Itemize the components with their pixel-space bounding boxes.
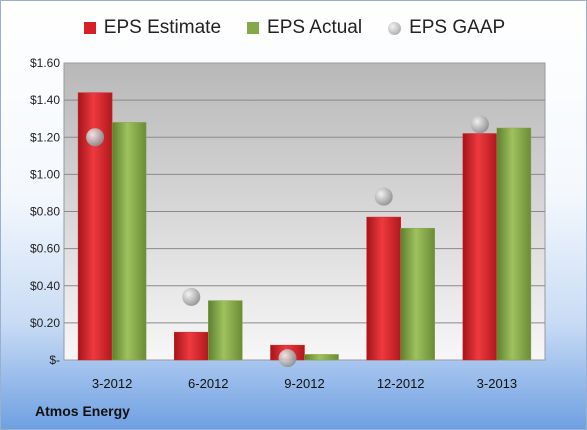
point-eps-gaap bbox=[86, 128, 105, 147]
bar-eps-actual bbox=[208, 300, 243, 361]
legend: EPS Estimate EPS Actual EPS GAAP bbox=[1, 17, 587, 39]
x-tick-label: 9-2012 bbox=[284, 376, 324, 391]
legend-label-actual: EPS Actual bbox=[267, 17, 363, 38]
legend-label-gaap: EPS GAAP bbox=[409, 17, 506, 38]
legend-item-estimate: EPS Estimate bbox=[83, 17, 222, 39]
y-tick-label: $0.20 bbox=[30, 316, 60, 330]
bar-eps-actual bbox=[304, 354, 339, 361]
y-tick-label: $0.60 bbox=[30, 242, 60, 256]
legend-item-gaap: EPS GAAP bbox=[388, 17, 505, 39]
bar-eps-estimate bbox=[174, 331, 209, 361]
bar-eps-actual bbox=[496, 127, 532, 361]
legend-label-estimate: EPS Estimate bbox=[103, 17, 222, 38]
x-tick-label: 6-2012 bbox=[188, 376, 228, 391]
legend-item-actual: EPS Actual bbox=[247, 17, 362, 39]
point-eps-gaap bbox=[374, 187, 393, 206]
company-name: Atmos Energy bbox=[35, 403, 130, 419]
y-tick-label: $1.60 bbox=[30, 56, 60, 70]
y-tick-label: $1.40 bbox=[30, 93, 60, 107]
bar-eps-actual bbox=[400, 227, 435, 361]
bar-eps-actual bbox=[111, 122, 147, 361]
chart-svg: $- $0.20 $0.40 $0.60 $0.80 $1.00 $1.20 $1.40 $1.… bbox=[30, 56, 546, 391]
point-eps-gaap bbox=[278, 349, 297, 368]
bar-eps-estimate bbox=[366, 216, 401, 361]
y-tick-label: $- bbox=[49, 353, 60, 367]
x-tick-label: 3-2013 bbox=[477, 376, 517, 391]
x-tick-label: 3-2012 bbox=[92, 376, 132, 391]
legend-swatch-actual bbox=[247, 22, 260, 34]
x-tick-label: 12-2012 bbox=[377, 376, 425, 391]
y-tick-label: $1.20 bbox=[30, 130, 60, 144]
y-tick-label: $1.00 bbox=[30, 167, 60, 181]
y-tick-label: $0.40 bbox=[30, 279, 60, 293]
legend-swatch-gaap bbox=[388, 21, 402, 35]
y-tick-label: $0.80 bbox=[30, 205, 60, 219]
point-eps-gaap bbox=[470, 115, 489, 134]
bar-eps-estimate bbox=[462, 133, 498, 361]
point-eps-gaap bbox=[182, 287, 201, 306]
legend-swatch-estimate bbox=[83, 22, 96, 34]
